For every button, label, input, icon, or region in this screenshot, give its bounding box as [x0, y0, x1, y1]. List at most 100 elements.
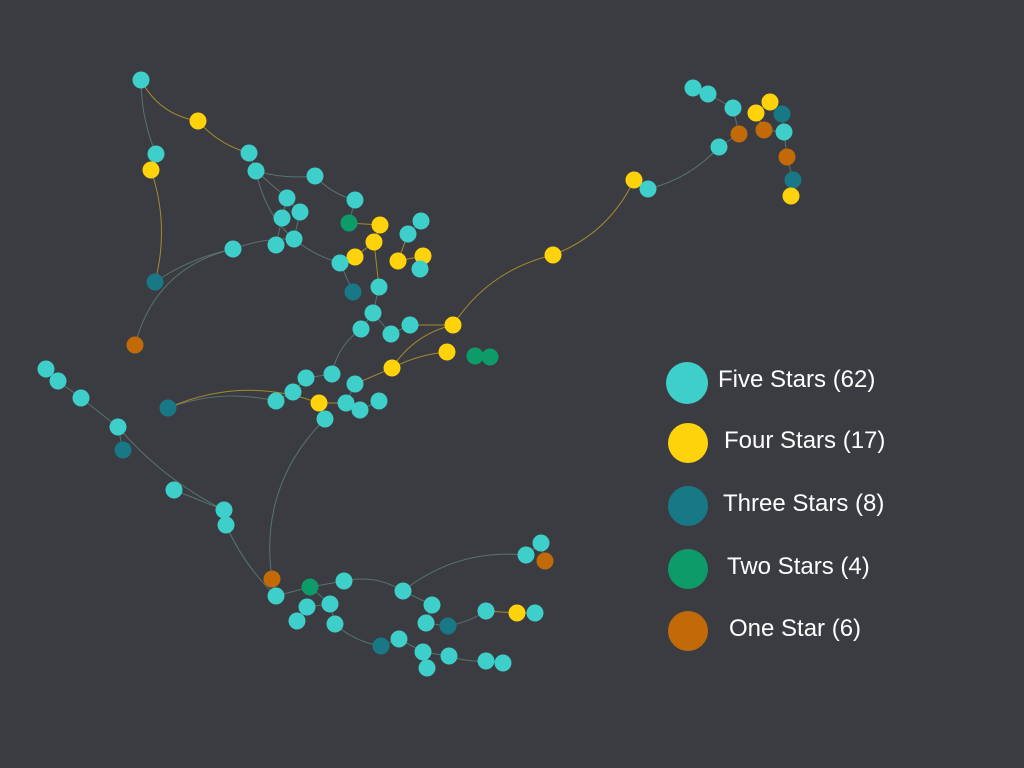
- legend-label-four-stars: Four Stars (17): [724, 427, 886, 454]
- graph-node-four: [438, 343, 456, 361]
- graph-edge: [134, 248, 234, 346]
- graph-edge: [167, 389, 320, 409]
- graph-node-five: [724, 99, 742, 117]
- graph-node-two: [481, 348, 499, 366]
- graph-node-five: [710, 138, 728, 156]
- graph-edge: [197, 120, 250, 154]
- graph-node-five: [417, 614, 435, 632]
- graph-node-five: [49, 372, 67, 390]
- graph-node-five: [684, 79, 702, 97]
- graph-edge: [140, 79, 157, 155]
- graph-node-five: [517, 546, 535, 564]
- graph-edge: [647, 146, 720, 190]
- graph-node-five: [267, 392, 285, 410]
- graph-node-five: [298, 598, 316, 616]
- graph-node-five: [147, 145, 165, 163]
- graph-node-four: [414, 247, 432, 265]
- graph-node-four: [625, 171, 643, 189]
- graph-node-five: [399, 225, 417, 243]
- legend-label-five-stars: Five Stars (62): [718, 366, 876, 393]
- graph-node-five: [273, 209, 291, 227]
- graph-node-four: [371, 216, 389, 234]
- graph-node-five: [382, 325, 400, 343]
- four-stars-swatch: [668, 423, 708, 463]
- graph-node-one: [536, 552, 554, 570]
- graph-node-five: [414, 643, 432, 661]
- graph-node-four: [142, 161, 160, 179]
- graph-node-five: [337, 394, 355, 412]
- graph-node-three: [159, 399, 177, 417]
- graph-edge: [150, 169, 163, 283]
- graph-node-five: [532, 534, 550, 552]
- graph-node-five: [109, 418, 127, 436]
- graph-node-five: [285, 230, 303, 248]
- graph-node-one: [778, 148, 796, 166]
- graph-edge: [117, 426, 225, 511]
- graph-edge: [269, 418, 326, 580]
- graph-node-five: [411, 260, 429, 278]
- graph-node-five: [288, 612, 306, 630]
- graph-node-five: [526, 604, 544, 622]
- graph-node-four: [365, 233, 383, 251]
- graph-node-five: [217, 516, 235, 534]
- graph-node-five: [639, 180, 657, 198]
- graph-node-five: [331, 254, 349, 272]
- graph-edge: [232, 238, 295, 250]
- graph-node-four: [544, 246, 562, 264]
- graph-node-four: [346, 248, 364, 266]
- legend-label-one-star: One Star (6): [729, 615, 862, 642]
- graph-edge: [154, 248, 234, 283]
- graph-node-five: [297, 369, 315, 387]
- graph-node-one: [263, 570, 281, 588]
- graph-node-four: [508, 604, 526, 622]
- graph-node-five: [394, 582, 412, 600]
- graph-node-five: [326, 615, 344, 633]
- graph-node-five: [306, 167, 324, 185]
- graph-node-five: [132, 71, 150, 89]
- graph-node-five: [351, 401, 369, 419]
- legend-item-four-stars: Four Stars (17): [666, 423, 966, 463]
- graph-node-five: [775, 123, 793, 141]
- graph-node-three: [146, 273, 164, 291]
- legend-item-two-stars: Two Stars (4): [666, 549, 966, 589]
- graph-edge: [452, 254, 554, 326]
- graph-edge: [343, 578, 404, 592]
- graph-node-one: [126, 336, 144, 354]
- graph-node-five: [224, 240, 242, 258]
- graph-node-five: [370, 278, 388, 296]
- graph-node-two: [301, 578, 319, 596]
- graph-node-five: [390, 630, 408, 648]
- five-stars-swatch: [666, 362, 708, 404]
- graph-node-three: [773, 105, 791, 123]
- graph-node-four: [747, 104, 765, 122]
- graph-node-four: [383, 359, 401, 377]
- graph-node-five: [494, 654, 512, 672]
- graph-node-five: [418, 659, 436, 677]
- graph-node-one: [730, 125, 748, 143]
- graph-node-four: [761, 93, 779, 111]
- one-star-swatch: [668, 611, 708, 651]
- graph-node-five: [267, 587, 285, 605]
- two-stars-swatch: [668, 549, 708, 589]
- legend-label-two-stars: Two Stars (4): [727, 553, 870, 580]
- graph-node-five: [316, 410, 334, 428]
- graph-nodes: [37, 71, 802, 677]
- legend-item-one-star: One Star (6): [666, 611, 966, 651]
- graph-node-five: [284, 383, 302, 401]
- graph-node-three: [114, 441, 132, 459]
- graph-node-five: [440, 647, 458, 665]
- graph-node-five: [370, 392, 388, 410]
- graph-node-five: [72, 389, 90, 407]
- graph-node-five: [321, 595, 339, 613]
- legend-item-three-stars: Three Stars (8): [666, 486, 966, 526]
- graph-edge: [255, 170, 316, 178]
- graph-node-five: [165, 481, 183, 499]
- graph-node-five: [335, 572, 353, 590]
- graph-node-five: [699, 85, 717, 103]
- graph-edge: [255, 170, 341, 264]
- three-stars-swatch: [668, 486, 708, 526]
- graph-node-five: [278, 189, 296, 207]
- graph-node-four: [310, 394, 328, 412]
- graph-node-five: [477, 602, 495, 620]
- graph-edge: [402, 553, 527, 592]
